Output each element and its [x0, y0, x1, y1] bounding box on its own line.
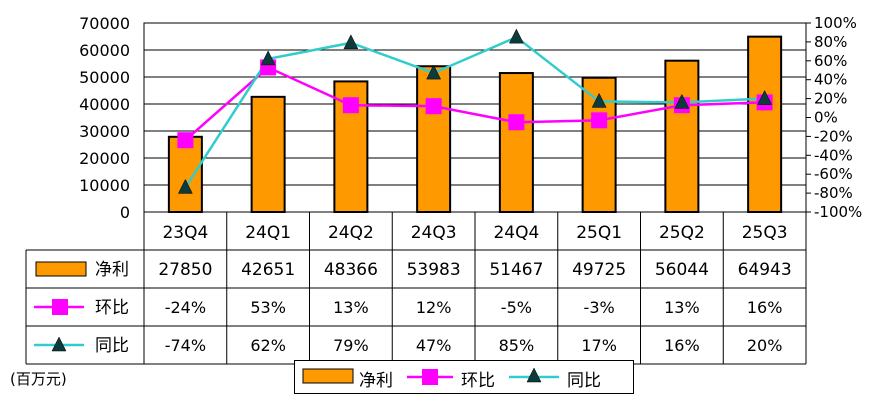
qoq-marker	[425, 98, 442, 115]
table-cell-yoy: 17%	[581, 336, 617, 355]
table-cell-net-profit: 49725	[572, 260, 626, 280]
plot-frame	[143, 22, 807, 213]
table-cell-net-profit: 56044	[655, 260, 709, 280]
yoy-marker	[674, 93, 690, 109]
bar	[250, 95, 286, 213]
table-qoq-marker	[52, 299, 68, 315]
yoy-marker	[757, 90, 773, 105]
table-cell-yoy: 62%	[250, 336, 286, 355]
y-left-tick-label: 0	[120, 203, 130, 222]
x-tick-label: 25Q3	[742, 223, 788, 243]
table-cell-net-profit: 53983	[407, 260, 461, 280]
y-left-tick-label: 60000	[79, 41, 130, 60]
bar	[416, 65, 452, 214]
yoy-marker	[508, 28, 524, 44]
table-cell-yoy: -74%	[165, 336, 206, 355]
y-right-tick-label: -60%	[814, 165, 853, 183]
legend-symbols	[302, 367, 559, 385]
table-cell-qoq: -3%	[584, 298, 615, 317]
y-right-tick-label: 40%	[814, 71, 847, 89]
table-yoy-marker	[51, 336, 67, 352]
x-tick-label: 23Q4	[162, 223, 208, 243]
table-cell-net-profit: 27850	[158, 260, 212, 280]
table-cell-net-profit: 48366	[324, 260, 378, 280]
bar	[581, 76, 617, 214]
y-right-tick-label: -100%	[814, 203, 862, 221]
qoq-marker	[342, 97, 359, 114]
unit-label: (百万元)	[10, 370, 67, 388]
yoy-marker	[426, 64, 442, 80]
bar	[664, 59, 700, 213]
x-tick-label: 25Q2	[659, 223, 705, 243]
x-tick-label: 24Q3	[411, 223, 457, 243]
table-cell-net-profit: 51467	[489, 260, 543, 280]
yoy-line	[184, 35, 765, 189]
y-right-tick-label: 0%	[814, 109, 838, 127]
y-right-tick-label: 100%	[814, 14, 857, 32]
legend: 净利 环比 同比	[294, 360, 634, 394]
x-tick-label: 25Q1	[576, 223, 622, 243]
table-cell-yoy: 47%	[416, 336, 452, 355]
table-cell-qoq: -5%	[501, 298, 532, 317]
y-right-tick-label: 20%	[814, 90, 847, 108]
qoq-line	[184, 65, 765, 142]
table-cell-qoq: 53%	[250, 298, 286, 317]
table-cell-yoy: 85%	[499, 336, 535, 355]
y-left-tick-label: 70000	[79, 14, 130, 33]
table-row-label-yoy: 同比	[95, 336, 129, 356]
y-right-tick-label: -80%	[814, 184, 853, 202]
table-bar-swatch	[35, 261, 87, 277]
table-cell-yoy: 79%	[333, 336, 369, 355]
x-tick-label: 24Q2	[328, 223, 374, 243]
table-row-label-qoq: 环比	[95, 298, 129, 318]
x-tick-label: 24Q1	[245, 223, 291, 243]
table-cell-net-profit: 42651	[241, 260, 295, 280]
legend-qoq-marker	[422, 369, 438, 385]
y-left-tick-label: 50000	[79, 68, 130, 87]
yoy-marker	[591, 92, 607, 108]
y-left-tick-label: 40000	[79, 95, 130, 114]
qoq-marker	[508, 114, 525, 131]
table-cell-qoq: 13%	[664, 298, 700, 317]
qoq-marker	[177, 132, 194, 149]
qoq-marker	[591, 112, 608, 129]
y-right-tick-label: 80%	[814, 33, 847, 51]
table-cell-qoq: -24%	[165, 298, 206, 317]
bar	[747, 35, 783, 213]
y-left-tick-label: 30000	[79, 122, 130, 141]
yoy-marker	[177, 178, 193, 194]
legend-yoy-marker	[526, 367, 542, 383]
legend-qoq-label: 环比	[461, 371, 495, 391]
y-left-tick-label: 10000	[79, 176, 130, 195]
table-row-label-net-profit: 净利	[95, 260, 129, 280]
table-cell-qoq: 13%	[333, 298, 369, 317]
table-cell-yoy: 20%	[747, 336, 783, 355]
y-right-tick-label: -20%	[814, 127, 853, 145]
y-right-tick-label: -40%	[814, 146, 853, 164]
legend-bar-swatch	[302, 368, 354, 384]
y-right-tick-label: 60%	[814, 52, 847, 70]
table-cell-qoq: 12%	[416, 298, 452, 317]
table-cell-qoq: 16%	[747, 298, 783, 317]
yoy-marker	[260, 50, 276, 66]
bar	[498, 72, 534, 214]
y-left-tick-label: 20000	[79, 149, 130, 168]
x-tick-label: 24Q4	[493, 223, 539, 243]
table-cell-net-profit: 64943	[738, 260, 792, 280]
yoy-marker	[343, 34, 359, 50]
legend-net-profit-label: 净利	[359, 371, 393, 391]
table-cell-yoy: 16%	[664, 336, 700, 355]
legend-yoy-label: 同比	[567, 371, 601, 391]
